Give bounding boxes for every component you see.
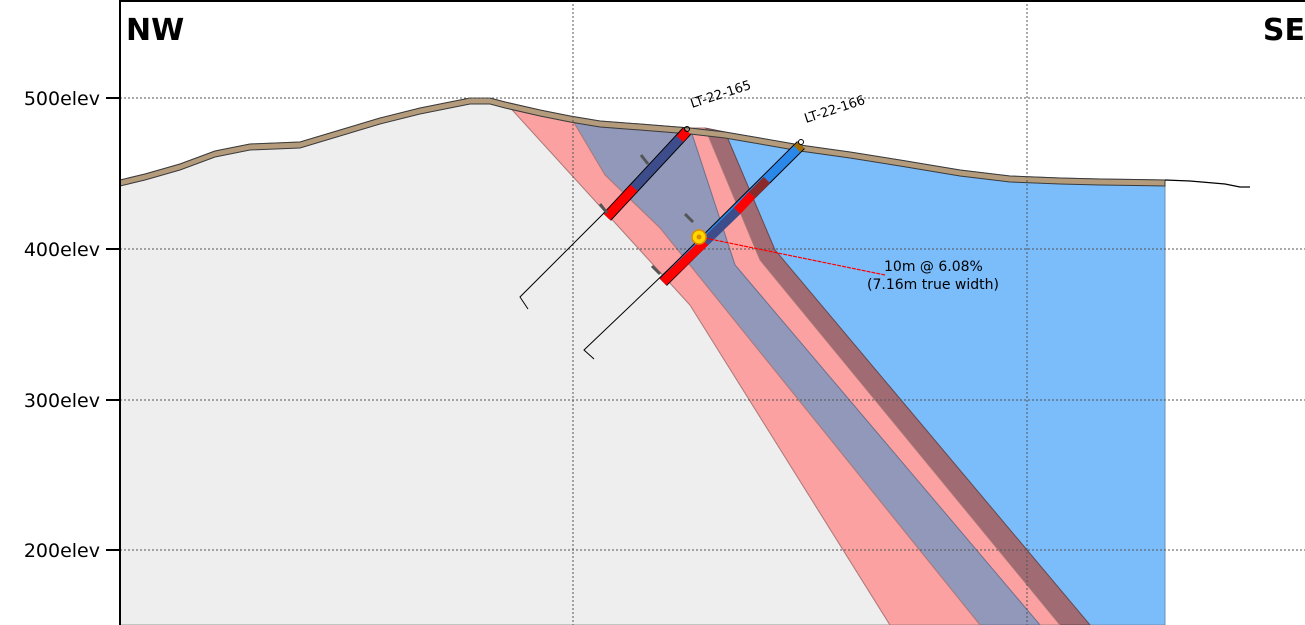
intercept-true-width-text: (7.16m true width) (867, 277, 999, 293)
drillhole-166-mineralized-interval (659, 238, 709, 286)
direction-label-nw: NW (126, 13, 184, 48)
drillhole-label-165: LT-22-165 (689, 78, 753, 112)
elevation-label-500: 500elev (24, 88, 100, 110)
collar-icon (684, 126, 804, 145)
overburden-layer (119, 97, 1166, 187)
highlight-star-icon (691, 229, 707, 245)
intercept-leader-line (699, 236, 886, 276)
direction-label-se: SE (1263, 13, 1305, 48)
intercept-grade-text: 10m @ 6.08% (884, 259, 983, 275)
grid-lines (120, 0, 1305, 625)
drillhole-165-mineralized-interval (603, 184, 638, 221)
drillhole-166-ticks (650, 212, 695, 276)
topography-line-extension (1164, 179, 1250, 188)
elevation-label-300: 300elev (24, 390, 100, 412)
elevation-label-200: 200elev (24, 540, 100, 562)
drillhole-165-log (602, 127, 692, 221)
elevation-ticks (106, 97, 120, 551)
elevation-label-400: 400elev (24, 239, 100, 261)
drillhole-166-log (659, 141, 805, 286)
drillhole-165-ticks (598, 154, 650, 214)
